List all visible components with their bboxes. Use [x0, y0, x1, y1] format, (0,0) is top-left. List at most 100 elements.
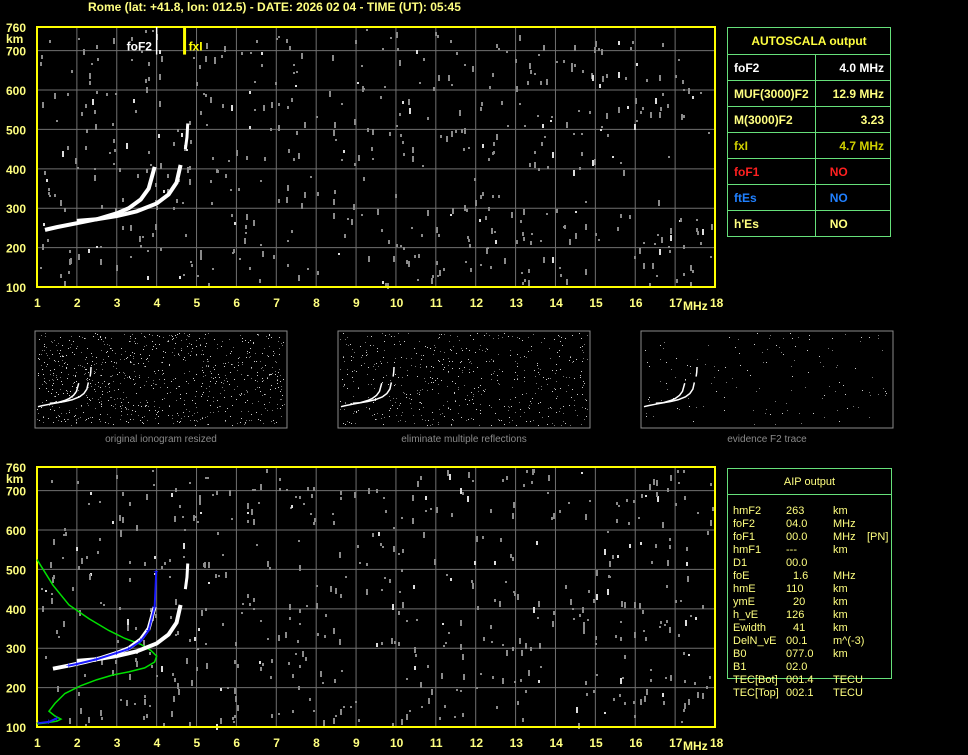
noise-dot — [144, 699, 146, 705]
noise-dot — [241, 394, 242, 395]
noise-dot — [666, 383, 667, 384]
noise-dot — [214, 60, 216, 64]
noise-dot — [581, 338, 582, 339]
noise-dot — [559, 267, 561, 269]
autoscala-output-table: AUTOSCALA output foF2 4.0 MHz MUF(3000)F2 1… — [727, 27, 892, 237]
noise-dot — [281, 416, 282, 417]
noise-dot — [406, 714, 408, 720]
noise-dot — [70, 258, 72, 264]
noise-dot — [291, 230, 293, 233]
noise-dot — [225, 421, 226, 422]
noise-dot — [835, 391, 836, 392]
noise-dot — [283, 342, 284, 343]
noise-dot — [384, 341, 385, 342]
noise-dot — [510, 554, 512, 558]
noise-dot — [258, 419, 259, 420]
noise-dot — [53, 422, 54, 423]
noise-dot — [783, 338, 784, 339]
noise-dot — [757, 333, 758, 334]
noise-dot — [251, 509, 253, 515]
noise-dot — [393, 546, 395, 552]
noise-dot — [813, 413, 814, 414]
aip-value: 00.0 — [786, 557, 808, 569]
noise-dot — [199, 338, 200, 339]
noise-dot — [663, 348, 664, 349]
noise-dot — [566, 279, 568, 285]
noise-dot — [101, 717, 103, 720]
noise-dot — [172, 339, 173, 340]
noise-dot — [461, 348, 462, 349]
noise-dot — [839, 382, 840, 383]
noise-dot — [88, 387, 89, 388]
noise-dot — [183, 543, 185, 549]
noise-dot — [855, 368, 856, 369]
x-tick-label: 15 — [589, 736, 603, 750]
noise-dot — [581, 472, 583, 474]
noise-dot — [572, 608, 574, 610]
noise-dot — [463, 148, 465, 151]
aip-row: foF2 04.0 MHz — [733, 518, 893, 531]
noise-dot — [664, 342, 665, 343]
noise-dot — [460, 620, 462, 626]
noise-dot — [686, 547, 688, 551]
noise-dot — [56, 401, 57, 402]
noise-dot — [163, 190, 165, 193]
noise-dot — [333, 213, 335, 219]
noise-dot — [415, 654, 417, 657]
noise-dot — [121, 348, 122, 349]
noise-dot — [414, 348, 415, 349]
noise-dot — [376, 489, 378, 493]
noise-dot — [44, 362, 45, 363]
noise-dot — [147, 276, 149, 280]
noise-dot — [74, 416, 75, 417]
noise-dot — [452, 419, 453, 420]
noise-dot — [519, 103, 521, 105]
noise-dot — [736, 387, 737, 388]
noise-dot — [679, 409, 680, 410]
noise-dot — [147, 358, 148, 359]
noise-dot — [117, 374, 118, 375]
noise-dot — [580, 377, 581, 378]
noise-dot — [297, 640, 299, 643]
noise-dot — [296, 131, 298, 135]
noise-dot — [66, 368, 67, 369]
noise-dot — [402, 549, 404, 553]
noise-dot — [52, 577, 54, 583]
noise-dot — [569, 360, 570, 361]
noise-dot — [245, 423, 246, 424]
noise-dot — [568, 385, 569, 386]
noise-dot — [104, 381, 105, 382]
noise-dot — [163, 357, 164, 358]
noise-dot — [67, 364, 68, 365]
x-tick-label: 5 — [194, 736, 201, 750]
noise-dot — [358, 719, 360, 722]
noise-dot — [575, 233, 577, 239]
noise-dot — [98, 339, 99, 340]
noise-dot — [522, 232, 524, 236]
noise-dot — [473, 394, 474, 395]
noise-dot — [700, 92, 702, 94]
noise-dot — [95, 391, 96, 392]
noise-dot — [227, 408, 228, 409]
noise-dot — [516, 86, 518, 92]
noise-dot — [263, 105, 265, 111]
noise-dot — [421, 359, 422, 360]
noise-dot — [581, 133, 583, 135]
noise-dot — [582, 346, 583, 347]
noise-dot — [649, 397, 650, 398]
noise-dot — [517, 354, 518, 355]
noise-dot — [180, 421, 181, 422]
noise-dot — [133, 356, 134, 357]
noise-dot — [464, 385, 465, 386]
noise-dot — [872, 377, 873, 378]
noise-dot — [187, 335, 188, 336]
noise-dot — [87, 378, 88, 379]
noise-dot — [133, 364, 134, 365]
noise-dot — [246, 357, 247, 358]
noise-dot — [117, 398, 118, 399]
noise-dot — [225, 363, 226, 364]
aip-trace-marker: + — [138, 636, 143, 646]
y-tick-label: 760 — [6, 21, 26, 35]
noise-dot — [257, 375, 258, 376]
